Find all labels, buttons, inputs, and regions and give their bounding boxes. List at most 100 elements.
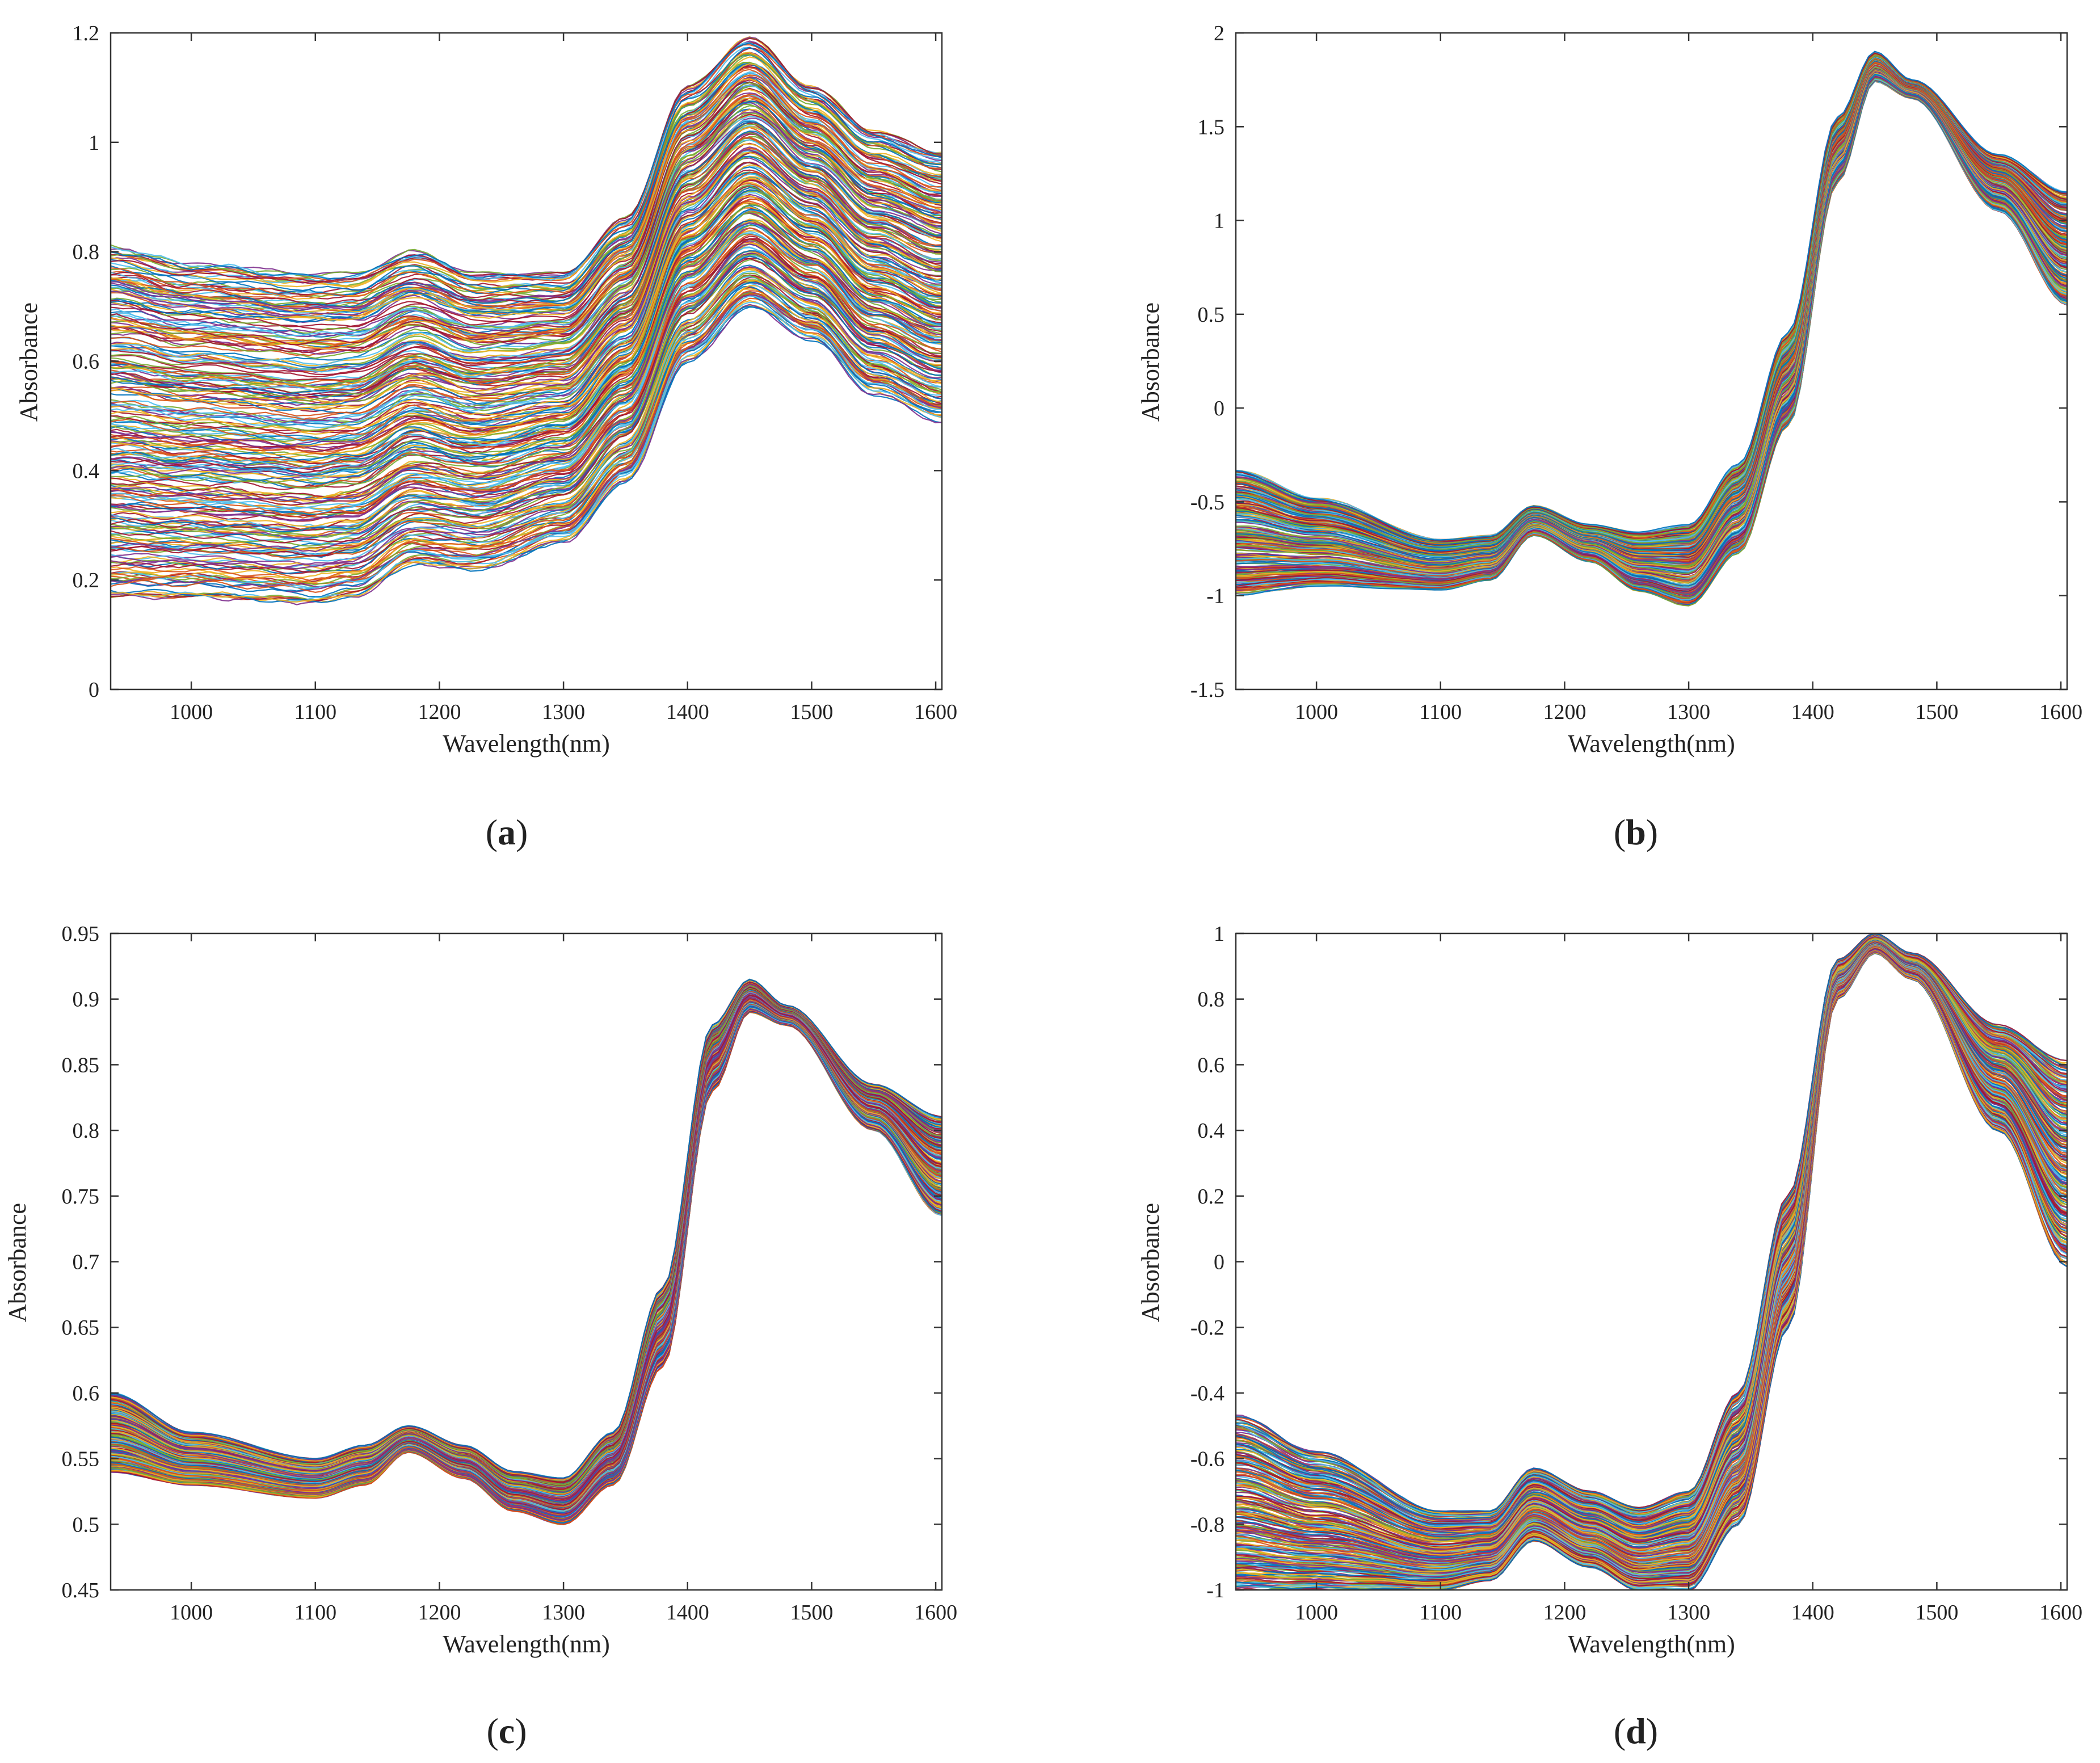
- series-line: [111, 36, 942, 288]
- series-line: [111, 999, 942, 1508]
- series-line: [1236, 944, 2067, 1560]
- series-line: [1236, 941, 2067, 1546]
- series-line: [1236, 65, 2067, 566]
- x-tick-label: 1500: [790, 700, 833, 724]
- y-tick-label: 0.75: [62, 1185, 100, 1209]
- series-line: [111, 1004, 942, 1514]
- series-line: [1236, 66, 2067, 569]
- series-group: [111, 978, 942, 1525]
- series-line: [111, 985, 942, 1488]
- series-line: [111, 988, 942, 1492]
- series-line: [1236, 939, 2067, 1536]
- series-line: [1236, 944, 2067, 1562]
- series-line: [1236, 61, 2067, 558]
- y-tick-label: 0: [89, 678, 99, 702]
- series-line: [111, 268, 942, 552]
- series-line: [1236, 939, 2067, 1539]
- series-line: [111, 1004, 942, 1514]
- series-line: [1236, 943, 2067, 1554]
- series-line: [1236, 942, 2067, 1553]
- series-line: [1236, 944, 2067, 1556]
- x-tick-label: 1300: [1667, 700, 1710, 724]
- series-line: [1236, 65, 2067, 562]
- series-line: [1236, 936, 2067, 1521]
- series-line: [1236, 68, 2067, 571]
- series-line: [1236, 942, 2067, 1552]
- series-line: [111, 986, 942, 1489]
- y-tick-label: -1.5: [1190, 678, 1224, 702]
- series-line: [111, 981, 942, 1482]
- series-line: [1236, 940, 2067, 1542]
- x-axis-label: Wavelength(nm): [1568, 1630, 1735, 1658]
- series-line: [111, 221, 942, 500]
- series-line: [111, 984, 942, 1487]
- series-line: [1236, 60, 2067, 555]
- series-line: [111, 992, 942, 1498]
- series-line: [1236, 939, 2067, 1536]
- series-line: [111, 37, 942, 284]
- series-line: [111, 1002, 942, 1512]
- panel-d: 1000 1100 1200 1300 1400 1500 1600 -1 -0.8 -0.6 -0…: [1137, 922, 2082, 1751]
- series-line: [111, 992, 942, 1497]
- series-line: [111, 1001, 942, 1511]
- series-line: [1236, 941, 2067, 1547]
- series-line: [111, 1005, 942, 1516]
- series-line: [1236, 66, 2067, 569]
- series-line: [111, 1000, 942, 1509]
- panel-caption: (a): [486, 812, 528, 852]
- series-line: [1236, 57, 2067, 553]
- series-line: [1236, 64, 2067, 561]
- series-line: [1236, 68, 2067, 573]
- series-line: [1236, 943, 2067, 1556]
- series-line: [1236, 70, 2067, 580]
- series-line: [111, 996, 942, 1503]
- x-tick-label: 1300: [1667, 1601, 1710, 1625]
- series-line: [111, 93, 942, 350]
- series-line: [111, 999, 942, 1507]
- series-line: [111, 1001, 942, 1511]
- series-line: [1236, 67, 2067, 571]
- series-line: [111, 991, 942, 1497]
- y-tick-label: 0: [1214, 397, 1224, 420]
- series-line: [1236, 937, 2067, 1533]
- series-line: [111, 243, 942, 531]
- series-line: [111, 988, 942, 1493]
- panel-caption: (b): [1614, 812, 1658, 852]
- series-line: [111, 981, 942, 1483]
- series-line: [1236, 937, 2067, 1530]
- series-line: [111, 999, 942, 1509]
- series-line: [1236, 942, 2067, 1550]
- series-line: [1236, 945, 2067, 1561]
- series-line: [1236, 943, 2067, 1555]
- series-line: [1236, 60, 2067, 554]
- series-line: [111, 995, 942, 1503]
- series-line: [1236, 938, 2067, 1535]
- series-line: [111, 998, 942, 1507]
- series-line: [1236, 60, 2067, 557]
- series-line: [1236, 58, 2067, 552]
- series-line: [1236, 60, 2067, 556]
- series-line: [111, 79, 942, 327]
- series-line: [1236, 68, 2067, 573]
- series-line: [111, 1003, 942, 1514]
- series-line: [1236, 70, 2067, 578]
- series-line: [1236, 941, 2067, 1547]
- series-line: [1236, 60, 2067, 556]
- series-line: [111, 111, 942, 355]
- series-line: [111, 998, 942, 1507]
- series-line: [111, 983, 942, 1486]
- series-line: [111, 75, 942, 321]
- y-tick-label: 0.2: [73, 569, 100, 592]
- series-line: [1236, 936, 2067, 1527]
- series-line: [1236, 58, 2067, 552]
- series-line: [111, 986, 942, 1489]
- series-line: [111, 981, 942, 1483]
- series-line: [1236, 944, 2067, 1560]
- series-line: [111, 996, 942, 1504]
- x-tick-label: 1300: [542, 1601, 585, 1625]
- x-tick-label: 1100: [1419, 1601, 1462, 1625]
- series-line: [111, 36, 942, 276]
- series-line: [111, 983, 942, 1486]
- series-line: [1236, 939, 2067, 1534]
- series-line: [1236, 66, 2067, 566]
